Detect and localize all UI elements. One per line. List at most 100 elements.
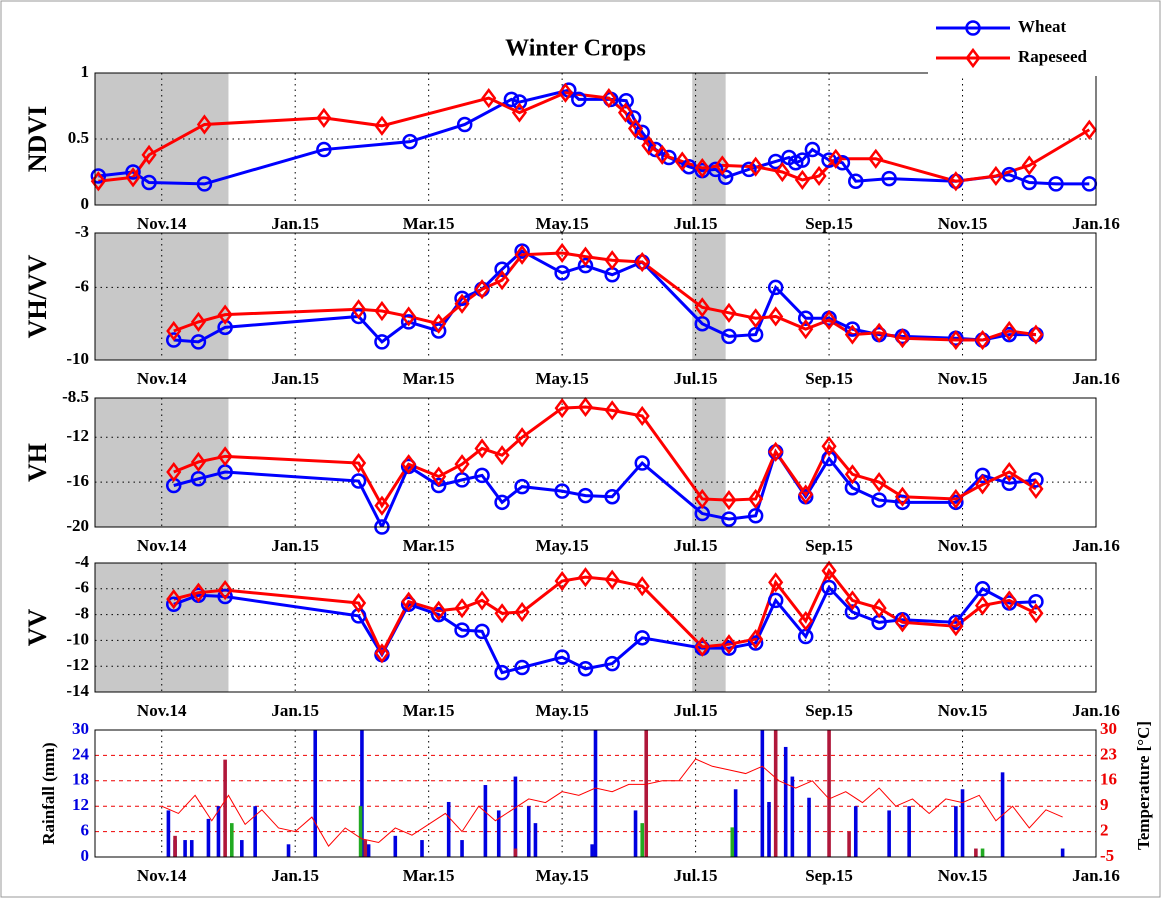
marker bbox=[454, 598, 470, 619]
rain-bar bbox=[593, 730, 598, 857]
rain-bar bbox=[358, 806, 363, 857]
x-tick-label: Mar.15 bbox=[403, 701, 455, 720]
x-tick-label: Jan.16 bbox=[1072, 866, 1120, 885]
x-tick-label: Nov.15 bbox=[938, 369, 988, 388]
y-tick-label: 12 bbox=[72, 795, 89, 814]
y-tick-label: -4 bbox=[75, 552, 90, 571]
marker bbox=[604, 655, 620, 672]
x-tick-label: Jan.16 bbox=[1072, 214, 1120, 233]
marker bbox=[190, 311, 206, 332]
rain-bar bbox=[446, 801, 451, 857]
marker bbox=[617, 102, 634, 123]
marker bbox=[474, 590, 490, 611]
marker bbox=[554, 483, 570, 499]
x-tick-label: Sep.15 bbox=[805, 536, 853, 555]
marker bbox=[554, 398, 570, 419]
marker bbox=[474, 467, 490, 484]
marker bbox=[767, 153, 784, 170]
marker bbox=[494, 445, 510, 466]
marker bbox=[494, 603, 510, 624]
rain-bar bbox=[807, 797, 811, 857]
marker bbox=[844, 604, 861, 620]
x-tick-label: Sep.15 bbox=[805, 369, 853, 388]
marker bbox=[768, 572, 784, 593]
y-tick-label: -16 bbox=[66, 471, 89, 490]
plot-area bbox=[173, 249, 1037, 344]
marker bbox=[1001, 320, 1017, 342]
shaded-period bbox=[692, 563, 726, 692]
y-tick-label: -12 bbox=[66, 426, 89, 445]
marker bbox=[798, 319, 814, 340]
marker bbox=[948, 329, 964, 351]
marker bbox=[454, 454, 470, 475]
marker bbox=[821, 560, 837, 581]
x-tick-label: Nov.15 bbox=[938, 214, 988, 233]
y-tick-label: 6 bbox=[81, 821, 90, 840]
x-tick-label: Mar.15 bbox=[403, 866, 455, 885]
rain-bar bbox=[223, 759, 227, 857]
marker bbox=[401, 591, 417, 612]
legend-label: Wheat bbox=[1018, 17, 1067, 36]
marker bbox=[374, 334, 390, 350]
marker bbox=[125, 164, 141, 180]
marker bbox=[1001, 590, 1017, 611]
marker bbox=[351, 592, 367, 614]
marker bbox=[577, 257, 594, 274]
rain-bar bbox=[360, 730, 364, 857]
series-line bbox=[173, 567, 1037, 657]
marker bbox=[454, 293, 470, 314]
plot-frame bbox=[94, 729, 1097, 858]
y2-tick-label: 2 bbox=[1100, 821, 1109, 840]
rain-bar bbox=[767, 801, 771, 857]
marker bbox=[1021, 174, 1038, 191]
rain-bar bbox=[420, 840, 424, 857]
x-tick-label: Jul.15 bbox=[674, 214, 718, 233]
marker bbox=[1028, 603, 1044, 624]
marker bbox=[844, 464, 860, 485]
marker bbox=[190, 582, 206, 603]
marker bbox=[894, 494, 911, 511]
marker bbox=[514, 244, 530, 265]
rain-bar bbox=[230, 823, 234, 857]
y-axis-label: Rainfall (mm) bbox=[39, 742, 58, 844]
marker bbox=[641, 135, 657, 156]
marker bbox=[481, 87, 497, 109]
marker bbox=[511, 102, 527, 123]
rain-bar bbox=[980, 848, 985, 857]
marker bbox=[767, 279, 784, 296]
y-tick-label: 24 bbox=[72, 744, 90, 763]
x-tick-label: Jan.16 bbox=[1072, 536, 1120, 555]
marker bbox=[90, 171, 106, 192]
shaded-period bbox=[95, 398, 229, 527]
chart-title: Winter Crops bbox=[505, 36, 646, 62]
rain-bar bbox=[460, 840, 464, 857]
marker bbox=[721, 640, 737, 656]
rain-bar bbox=[366, 844, 371, 857]
marker bbox=[503, 91, 520, 108]
marker bbox=[571, 91, 587, 108]
x-tick-label: Jul.15 bbox=[674, 536, 718, 555]
marker bbox=[974, 581, 991, 597]
rain-bar bbox=[166, 810, 171, 857]
x-tick-label: Nov.14 bbox=[137, 214, 187, 233]
marker bbox=[577, 567, 594, 588]
marker bbox=[714, 155, 730, 176]
x-tick-label: Jul.15 bbox=[674, 701, 718, 720]
y2-tick-label: 23 bbox=[1100, 744, 1117, 763]
marker bbox=[634, 251, 650, 273]
marker bbox=[494, 270, 510, 291]
marker bbox=[748, 156, 764, 177]
marker bbox=[474, 623, 490, 640]
marker bbox=[604, 250, 620, 271]
y-axis-label: VH/VV bbox=[23, 254, 52, 338]
marker bbox=[1028, 324, 1044, 345]
y-axis-label: VH bbox=[23, 443, 52, 482]
marker bbox=[747, 508, 764, 524]
marker bbox=[871, 322, 887, 343]
x-tick-label: Jan.16 bbox=[1072, 369, 1120, 388]
marker bbox=[871, 598, 887, 619]
x-tick-label: Nov.15 bbox=[938, 701, 988, 720]
marker bbox=[190, 471, 207, 487]
marker bbox=[948, 171, 964, 192]
shaded-period bbox=[95, 563, 229, 692]
